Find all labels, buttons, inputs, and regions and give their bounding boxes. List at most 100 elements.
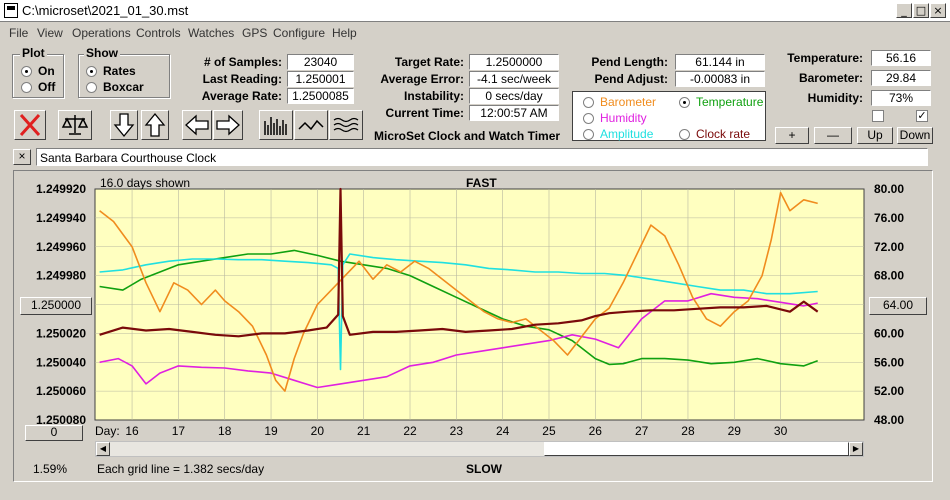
current-time-label: Current Time: bbox=[385, 106, 464, 120]
left-tick-label: 1.249980 bbox=[36, 269, 86, 283]
left-tick-label: 1.250080 bbox=[36, 413, 86, 427]
up-arrow-button[interactable] bbox=[141, 110, 169, 140]
pend-length-label: Pend Length: bbox=[591, 55, 668, 69]
menu-bar: File View Operations Controls Watches GP… bbox=[0, 24, 950, 42]
menu-file[interactable]: File bbox=[9, 26, 29, 40]
x-tick-label: 23 bbox=[450, 424, 464, 438]
menu-watches[interactable]: Watches bbox=[188, 26, 235, 40]
pend-length-input[interactable]: 61.144 in bbox=[675, 54, 765, 70]
humidity-option: Humidity bbox=[600, 111, 647, 125]
checkbox-left[interactable] bbox=[872, 110, 884, 122]
scroll-right-button[interactable]: ▶ bbox=[849, 442, 863, 456]
minimize-button[interactable]: _ bbox=[896, 3, 912, 18]
slow-label: SLOW bbox=[466, 462, 502, 476]
last-reading-value: 1.250001 bbox=[287, 71, 354, 87]
barometer-radio[interactable] bbox=[583, 97, 594, 108]
arrow-right-icon bbox=[216, 114, 240, 136]
left-tick-label: 1.250040 bbox=[36, 355, 86, 369]
fast-label: FAST bbox=[466, 176, 497, 190]
wave-graph-button[interactable] bbox=[329, 110, 363, 140]
down-arrow-button[interactable] bbox=[110, 110, 138, 140]
scroll-thumb[interactable] bbox=[544, 442, 849, 456]
target-rate-label: Target Rate: bbox=[394, 55, 464, 69]
maximize-button[interactable]: □ bbox=[913, 3, 929, 18]
series-barometer bbox=[99, 191, 818, 392]
amplitude-radio[interactable] bbox=[583, 129, 594, 140]
left-center-box[interactable]: 1.250000 bbox=[20, 297, 92, 315]
scale-up-button[interactable]: Up bbox=[857, 127, 893, 144]
show-rates-label: Rates bbox=[103, 64, 136, 78]
app-icon[interactable] bbox=[4, 3, 18, 18]
humidity-radio[interactable] bbox=[583, 113, 594, 124]
show-group bbox=[78, 54, 170, 98]
samples-label: # of Samples: bbox=[203, 55, 282, 69]
x-tick-label: 16 bbox=[125, 424, 139, 438]
scale-minus-button[interactable]: — bbox=[814, 127, 852, 144]
bar-graph-button[interactable] bbox=[259, 110, 293, 140]
wave-icon bbox=[333, 117, 359, 133]
horizontal-scrollbar[interactable]: ◀ ▶ bbox=[95, 441, 864, 457]
clock-rate-radio[interactable] bbox=[679, 129, 690, 140]
series-amplitude bbox=[99, 253, 818, 371]
show-group-title: Show bbox=[84, 46, 120, 60]
window-title: C:\microset\2021_01_30.mst bbox=[22, 3, 189, 18]
sensor-select-box: Barometer Temperature Humidity Amplitude… bbox=[572, 91, 766, 141]
plot-off-label: Off bbox=[38, 80, 56, 94]
menu-controls[interactable]: Controls bbox=[136, 26, 181, 40]
right-arrow-button[interactable] bbox=[213, 110, 243, 140]
instability-value: 0 secs/day bbox=[469, 88, 559, 104]
plot-off-radio[interactable] bbox=[21, 82, 32, 93]
close-button[interactable]: × bbox=[930, 3, 946, 18]
x-tick-label: 26 bbox=[589, 424, 603, 438]
average-error-value: -4.1 sec/week bbox=[469, 71, 559, 87]
balance-button[interactable] bbox=[58, 110, 92, 140]
menu-operations[interactable]: Operations bbox=[72, 26, 131, 40]
scale-plus-button[interactable]: + bbox=[775, 127, 809, 144]
bottom-left-box[interactable]: 0 bbox=[25, 425, 83, 441]
clock-name-input[interactable]: Santa Barbara Courthouse Clock bbox=[36, 148, 928, 166]
stop-button[interactable] bbox=[14, 110, 46, 140]
plot-group-title: Plot bbox=[20, 46, 47, 60]
menu-gps[interactable]: GPS bbox=[242, 26, 268, 40]
temperature-value: 56.16 bbox=[871, 50, 931, 66]
samples-value: 23040 bbox=[287, 54, 354, 70]
plot-on-radio[interactable] bbox=[21, 66, 32, 77]
left-axis: 1.249920 1.249940 1.249960 1.249980 1.250020… bbox=[36, 182, 86, 427]
app-name: MicroSet Clock and Watch Timer bbox=[374, 129, 561, 143]
x-tick-label: 19 bbox=[264, 424, 278, 438]
x-tick-label: 25 bbox=[542, 424, 556, 438]
line-graph-button[interactable] bbox=[294, 110, 328, 140]
balance-icon bbox=[61, 115, 89, 135]
clock-rate-option: Clock rate bbox=[696, 127, 751, 141]
show-boxcar-radio[interactable] bbox=[86, 82, 97, 93]
target-rate-input[interactable]: 1.2500000 bbox=[469, 54, 559, 70]
right-tick-label: 68.00 bbox=[874, 269, 904, 283]
right-center-box[interactable]: 64.00 bbox=[869, 297, 927, 315]
pend-adjust-value: -0.00083 in bbox=[675, 71, 765, 87]
right-tick-label: 56.00 bbox=[874, 355, 904, 369]
right-tick-label: 52.00 bbox=[874, 384, 904, 398]
gridlines bbox=[95, 189, 864, 420]
grid-note: Each grid line = 1.382 secs/day bbox=[97, 462, 265, 476]
series-group bbox=[99, 187, 819, 392]
temperature-label: Temperature: bbox=[787, 51, 863, 65]
left-tick-label: 1.249940 bbox=[36, 211, 86, 225]
show-rates-radio[interactable] bbox=[86, 66, 97, 77]
instability-label: Instability: bbox=[403, 89, 464, 103]
checkbox-right[interactable]: ✓ bbox=[916, 110, 928, 122]
temperature-radio[interactable] bbox=[679, 97, 690, 108]
red-x-icon bbox=[19, 113, 41, 137]
menu-configure[interactable]: Configure bbox=[273, 26, 326, 40]
x-tick-label: 17 bbox=[172, 424, 186, 438]
x-tick-label: 22 bbox=[403, 424, 417, 438]
scroll-left-button[interactable]: ◀ bbox=[96, 442, 110, 456]
menu-view[interactable]: View bbox=[37, 26, 63, 40]
menu-help[interactable]: Help bbox=[332, 26, 357, 40]
scale-down-button[interactable]: Down bbox=[897, 127, 933, 144]
average-error-label: Average Error: bbox=[380, 72, 464, 86]
temperature-option: Temperature bbox=[696, 95, 764, 109]
left-arrow-button[interactable] bbox=[182, 110, 212, 140]
x-tick-label: 29 bbox=[728, 424, 742, 438]
clear-name-button[interactable]: × bbox=[13, 149, 31, 165]
